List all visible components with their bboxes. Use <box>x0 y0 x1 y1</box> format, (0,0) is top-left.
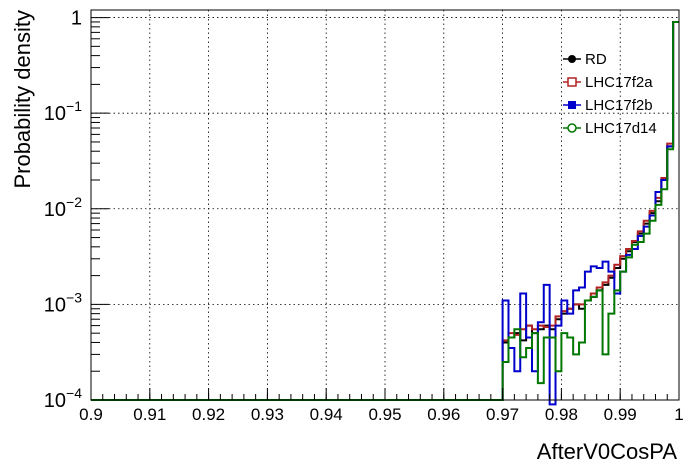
legend-entry-lhc17d14: LHC17d14 <box>563 120 657 137</box>
y-tick-label: 1 <box>71 8 82 30</box>
open-circle-marker <box>567 123 577 133</box>
open-square-marker <box>567 77 577 87</box>
series-lines <box>91 20 679 406</box>
x-tick-label: 0.99 <box>604 405 637 424</box>
y-axis-title: Probability density <box>10 10 35 189</box>
x-tick-label: 0.94 <box>310 405 343 424</box>
x-tick-label: 0.91 <box>133 405 166 424</box>
y-tick-labels: 10−4 10−3 10−2 10−1 1 <box>44 8 82 412</box>
legend-entry-rd: RD <box>563 51 607 68</box>
filled-square-marker <box>568 101 576 109</box>
x-tick-label: 0.92 <box>192 405 225 424</box>
series-line-lhc17d14 <box>91 20 679 401</box>
legend-label: RD <box>585 51 607 68</box>
x-tick-label: 0.95 <box>368 405 401 424</box>
y-tick-label: 10−1 <box>44 98 82 125</box>
grid <box>91 10 679 400</box>
filled-circle-marker <box>568 55 576 63</box>
legend: RD LHC17f2a LHC17f2b LHC17d14 <box>563 51 657 137</box>
x-tick-labels: 0.9 0.91 0.92 0.93 0.94 0.95 0.96 0.97 0.98 0.99 1 <box>79 405 684 424</box>
x-axis-title: AfterV0CosPA <box>537 439 678 464</box>
legend-label: LHC17f2b <box>585 97 653 114</box>
legend-label: LHC17d14 <box>585 120 657 137</box>
y-tick-label: 10−4 <box>44 385 82 412</box>
y-tick-label: 10−2 <box>44 194 82 221</box>
x-tick-label: 0.96 <box>427 405 460 424</box>
x-tick-label: 1 <box>674 405 683 424</box>
x-tick-label: 0.97 <box>486 405 519 424</box>
y-tick-label: 10−3 <box>44 289 82 316</box>
x-tick-label: 0.98 <box>545 405 578 424</box>
x-tick-label: 0.93 <box>251 405 284 424</box>
axis-ticks <box>90 17 680 401</box>
legend-entry-lhc17f2b: LHC17f2b <box>563 97 653 114</box>
x-tick-label: 0.9 <box>79 405 103 424</box>
legend-label: LHC17f2a <box>585 74 653 91</box>
legend-entry-lhc17f2a: LHC17f2a <box>563 74 653 91</box>
